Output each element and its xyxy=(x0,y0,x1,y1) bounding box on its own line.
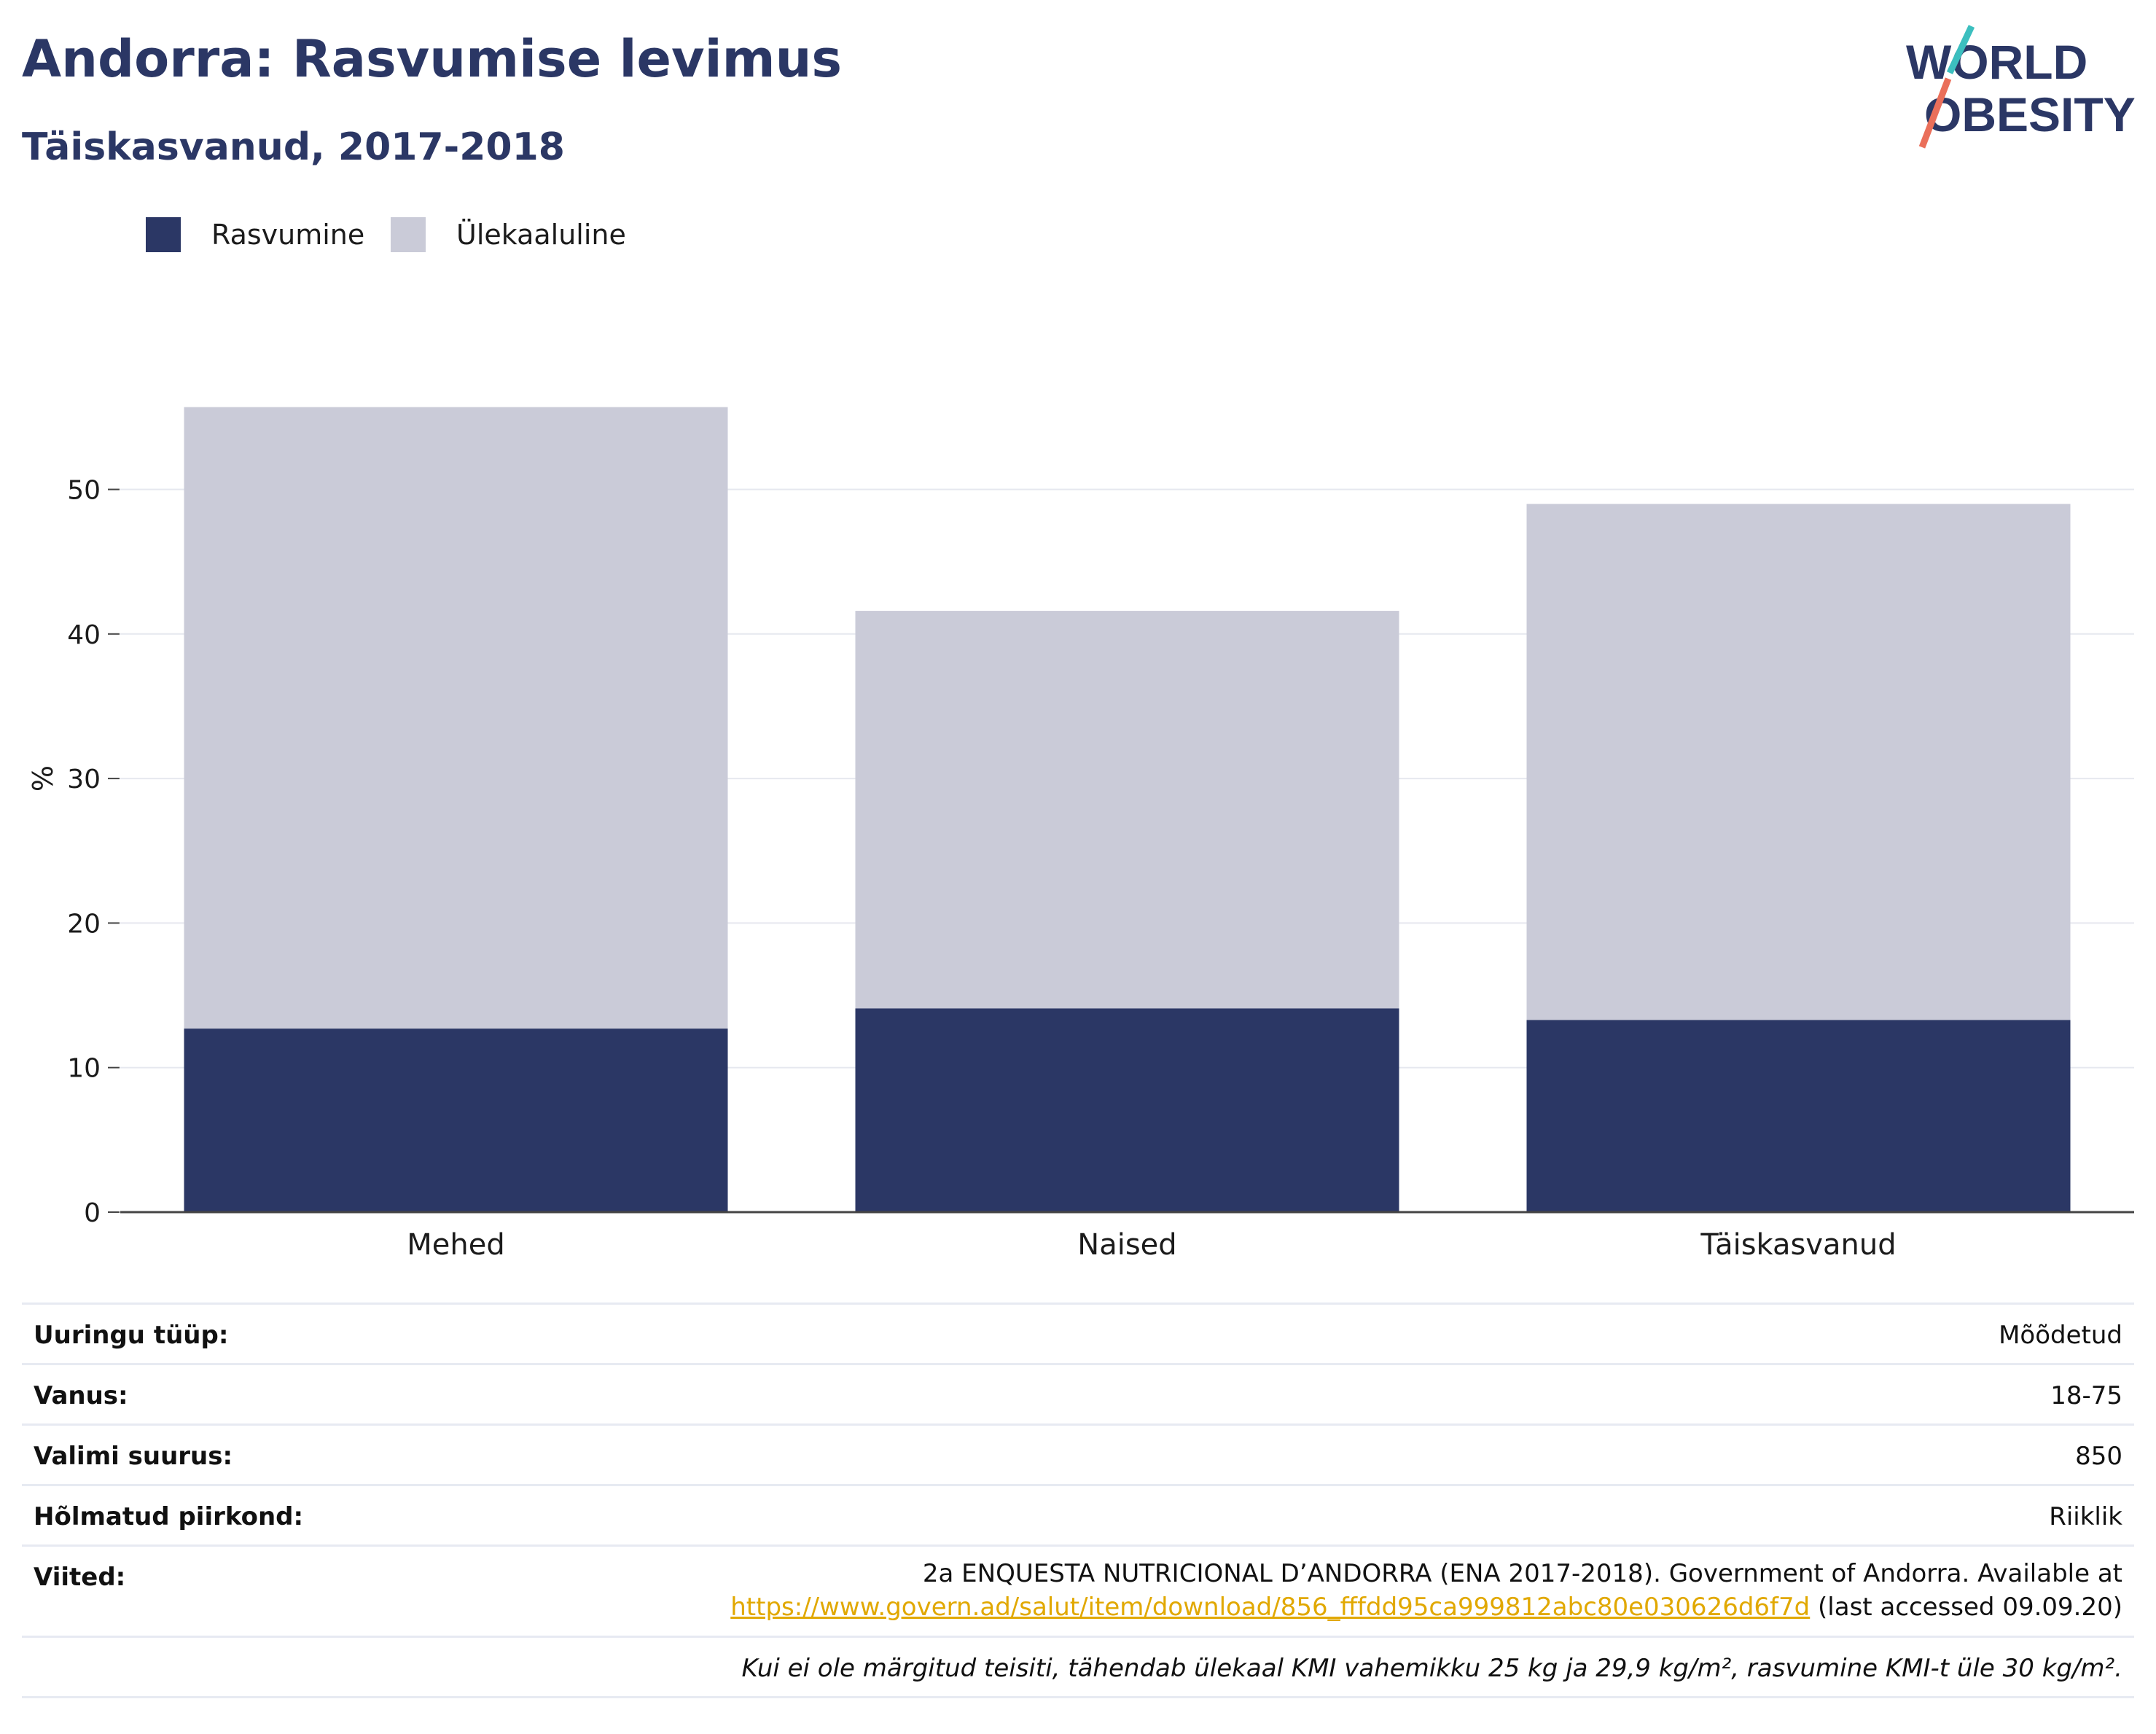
info-value: Riiklik xyxy=(2049,1502,2122,1531)
y-axis-label: % xyxy=(27,765,59,792)
reference-citation: 2a ENQUESTA NUTRICIONAL D’ANDORRA (ENA 2… xyxy=(922,1559,2122,1588)
legend-swatch-obesity xyxy=(146,217,181,252)
bar-overweight xyxy=(855,611,1399,1009)
info-key: Viited: xyxy=(34,1563,126,1592)
references-text: 2a ENQUESTA NUTRICIONAL D’ANDORRA (ENA 2… xyxy=(730,1557,2122,1624)
info-row-sample-size: Valimi suurus: 850 xyxy=(22,1423,2134,1484)
info-value: 850 xyxy=(2075,1442,2122,1471)
x-tick-label: Mehed xyxy=(407,1228,504,1262)
y-tick-label: 40 xyxy=(67,620,101,650)
info-key: Uuringu tüüp: xyxy=(34,1321,229,1350)
y-tick-label: 0 xyxy=(84,1198,101,1228)
svg-text:WORLD: WORLD xyxy=(1906,35,2087,89)
x-tick-label: Täiskasvanud xyxy=(1700,1228,1896,1262)
world-obesity-logo: WORLD OBESITY xyxy=(1906,25,2136,149)
info-key: Vanus: xyxy=(34,1381,128,1410)
info-key: Valimi suurus: xyxy=(34,1442,233,1471)
y-tick-label: 50 xyxy=(67,476,101,506)
y-tick-label: 20 xyxy=(67,909,101,939)
bar-obesity xyxy=(184,1028,728,1212)
y-tick-label: 30 xyxy=(67,765,101,794)
reference-accessed: (last accessed 09.09.20) xyxy=(1810,1593,2122,1622)
reference-link[interactable]: https://www.govern.ad/salut/item/downloa… xyxy=(730,1593,1811,1622)
info-row-references: Viited: 2a ENQUESTA NUTRICIONAL D’ANDORR… xyxy=(22,1544,2134,1636)
page-title: Andorra: Rasvumise levimus xyxy=(22,29,843,89)
bar-obesity xyxy=(1526,1020,2071,1212)
info-key: Hõlmatud piirkond: xyxy=(34,1502,304,1531)
info-row-note: Kui ei ole märgitud teisiti, tähendab ül… xyxy=(22,1636,2134,1698)
page-subtitle: Täiskasvanud, 2017-2018 xyxy=(22,125,565,169)
bar-obesity xyxy=(855,1008,1399,1212)
legend-label-obesity: Rasvumine xyxy=(211,219,365,251)
svg-text:OBESITY: OBESITY xyxy=(1924,87,2136,141)
info-row-age: Vanus: 18-75 xyxy=(22,1363,2134,1423)
survey-info-table: Uuringu tüüp: Mõõdetud Vanus: 18-75 Vali… xyxy=(22,1303,2134,1698)
info-value: 18-75 xyxy=(2050,1381,2122,1410)
bar-overweight xyxy=(1526,504,2071,1020)
y-tick-label: 10 xyxy=(67,1054,101,1084)
legend-swatch-overweight xyxy=(391,217,426,252)
stacked-bar-chart: 0 10 20 30 40 50% Mehed Naised Täiskasvanud xyxy=(27,407,2134,1262)
info-row-survey-type: Uuringu tüüp: Mõõdetud xyxy=(22,1303,2134,1363)
info-row-area: Hõlmatud piirkond: Riiklik xyxy=(22,1484,2134,1544)
legend-label-overweight: Ülekaaluline xyxy=(456,219,626,251)
x-tick-label: Naised xyxy=(1077,1228,1176,1262)
bar-overweight xyxy=(184,407,728,1029)
definition-note: Kui ei ole märgitud teisiti, tähendab ül… xyxy=(741,1654,2122,1683)
info-value: Mõõdetud xyxy=(1999,1321,2122,1350)
